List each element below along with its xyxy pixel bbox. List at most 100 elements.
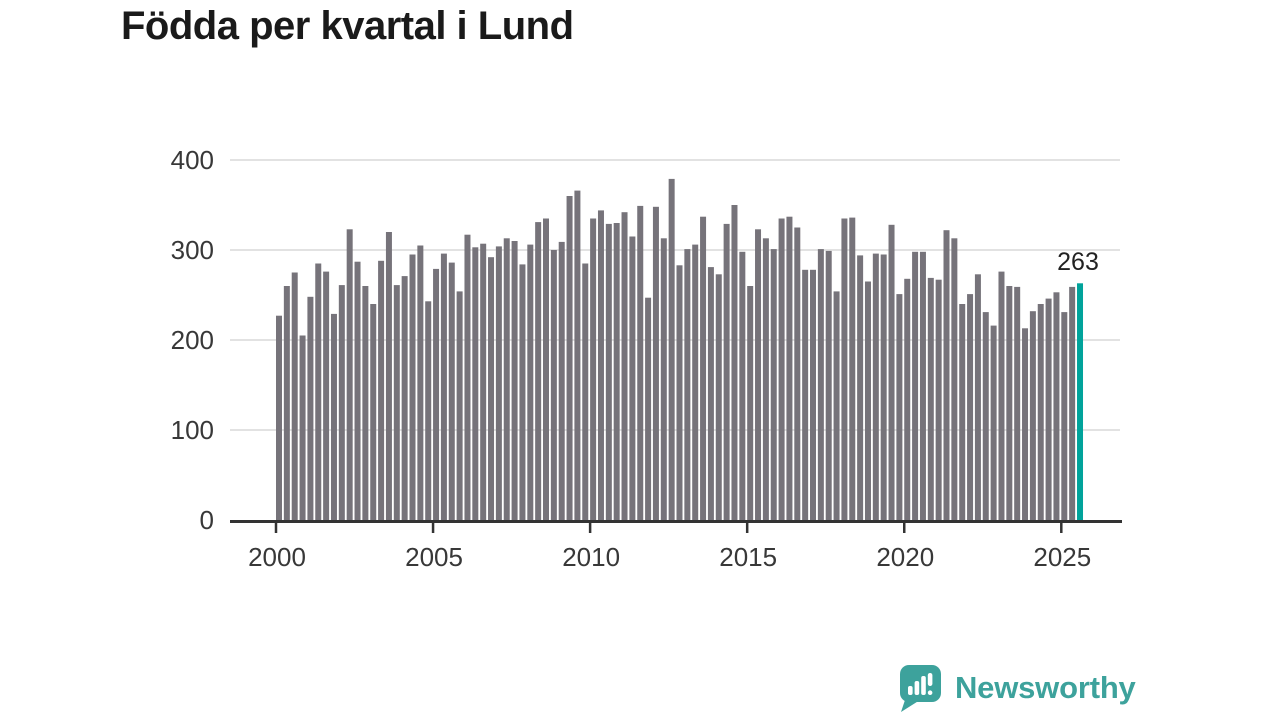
x-axis-tick-label: 2025 bbox=[1033, 542, 1091, 572]
bar bbox=[582, 263, 589, 520]
bar bbox=[550, 250, 557, 520]
bar bbox=[323, 271, 330, 520]
bar bbox=[864, 281, 871, 520]
bar bbox=[370, 304, 377, 520]
bar bbox=[511, 241, 518, 520]
bar bbox=[637, 205, 644, 520]
bar bbox=[645, 297, 652, 520]
bar bbox=[731, 205, 738, 520]
bar bbox=[527, 244, 534, 520]
bar bbox=[841, 218, 848, 520]
bar bbox=[833, 291, 840, 520]
bar bbox=[276, 315, 282, 520]
y-axis-tick-label: 400 bbox=[171, 145, 214, 175]
bar bbox=[904, 278, 911, 520]
highlight-value-label: 263 bbox=[1057, 248, 1099, 276]
bar bbox=[762, 238, 769, 521]
bar bbox=[543, 218, 549, 520]
bar bbox=[629, 236, 636, 520]
bar bbox=[684, 249, 691, 520]
bar bbox=[488, 257, 495, 520]
newsworthy-wordmark: Newsworthy bbox=[955, 670, 1136, 705]
bar bbox=[825, 250, 832, 520]
bar bbox=[330, 313, 337, 520]
x-axis-tick-label: 2005 bbox=[405, 542, 463, 572]
bar bbox=[621, 212, 628, 520]
bar bbox=[660, 238, 667, 521]
bar bbox=[495, 246, 502, 520]
bar bbox=[959, 304, 966, 520]
bar bbox=[574, 190, 581, 520]
newsworthy-logo: Newsworthy bbox=[896, 663, 1136, 713]
bar bbox=[299, 335, 306, 520]
bar bbox=[707, 267, 714, 520]
bar bbox=[1006, 286, 1013, 520]
bar bbox=[291, 272, 298, 520]
y-axis-tick-label: 200 bbox=[171, 325, 214, 355]
bar bbox=[354, 261, 361, 520]
bar bbox=[888, 224, 895, 521]
bar bbox=[433, 268, 440, 520]
bar bbox=[676, 265, 683, 520]
bar bbox=[872, 253, 879, 520]
bar bbox=[1014, 286, 1021, 520]
bar bbox=[810, 269, 816, 520]
bar bbox=[1029, 311, 1036, 520]
bar bbox=[362, 286, 369, 520]
bar bbox=[668, 178, 675, 520]
bar bbox=[1037, 304, 1044, 520]
bar bbox=[409, 254, 416, 520]
bar bbox=[605, 223, 612, 520]
bar bbox=[1053, 292, 1060, 520]
bar bbox=[346, 229, 353, 521]
bar bbox=[974, 274, 981, 520]
bar bbox=[927, 277, 934, 520]
bar bbox=[597, 210, 604, 520]
bar bbox=[919, 251, 926, 521]
bar bbox=[378, 260, 385, 520]
bar bbox=[747, 286, 754, 520]
x-axis-tick-label: 2010 bbox=[562, 542, 620, 572]
bar bbox=[613, 223, 620, 520]
bar bbox=[590, 218, 597, 520]
bar bbox=[566, 196, 573, 520]
bar bbox=[1069, 286, 1076, 520]
bar bbox=[755, 229, 762, 521]
bar bbox=[739, 251, 746, 521]
bar bbox=[385, 232, 392, 520]
y-axis-tick-label: 300 bbox=[171, 235, 214, 265]
bar bbox=[440, 253, 447, 520]
bar bbox=[425, 301, 432, 520]
bar bbox=[715, 274, 722, 520]
bar bbox=[464, 234, 471, 520]
bar bbox=[857, 255, 864, 520]
bar bbox=[951, 238, 958, 521]
bar bbox=[393, 285, 400, 520]
bar bbox=[519, 264, 526, 520]
bar bbox=[723, 223, 730, 520]
bar bbox=[692, 244, 699, 520]
bar bbox=[912, 251, 919, 521]
highlighted-bar bbox=[1077, 283, 1084, 520]
bar bbox=[535, 222, 542, 520]
bar bbox=[401, 276, 408, 520]
bar bbox=[315, 263, 322, 520]
bar bbox=[794, 227, 801, 520]
y-axis-tick-label: 0 bbox=[200, 505, 214, 535]
x-axis-tick-label: 2015 bbox=[719, 542, 777, 572]
bar bbox=[307, 296, 314, 520]
bar bbox=[880, 254, 887, 520]
bar bbox=[283, 286, 290, 520]
bar bbox=[1045, 298, 1052, 520]
bar bbox=[448, 262, 455, 520]
bar bbox=[652, 206, 659, 521]
bar bbox=[990, 325, 997, 520]
bar bbox=[480, 243, 487, 520]
bar bbox=[849, 217, 856, 520]
bar bbox=[778, 218, 785, 520]
bar bbox=[472, 247, 479, 521]
bar bbox=[700, 216, 707, 520]
bar bbox=[967, 294, 974, 520]
bar bbox=[817, 249, 824, 520]
